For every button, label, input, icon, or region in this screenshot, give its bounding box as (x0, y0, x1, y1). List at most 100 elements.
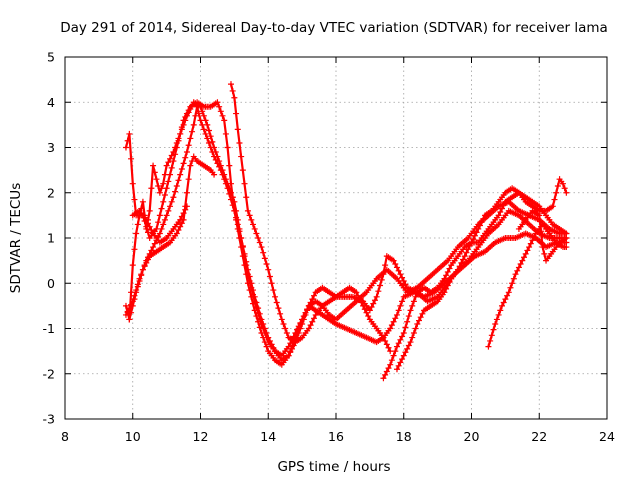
data-point (156, 212, 163, 219)
data-point (531, 233, 538, 240)
data-point (456, 263, 463, 270)
data-point (407, 307, 414, 314)
data-point (253, 313, 260, 320)
data-point (207, 144, 214, 151)
x-tick-label: 22 (531, 429, 547, 444)
data-point (150, 244, 157, 251)
data-point (211, 171, 218, 178)
data-point (234, 126, 241, 133)
data-point (270, 287, 277, 294)
data-point (502, 296, 509, 303)
data-point (258, 330, 265, 337)
data-point (183, 189, 190, 196)
data-point (226, 190, 233, 197)
data-point (268, 280, 275, 287)
data-point (517, 261, 524, 268)
data-point (144, 220, 151, 227)
data-point (189, 158, 196, 165)
x-axis-label: GPS time / hours (277, 459, 390, 475)
data-point (373, 293, 380, 300)
data-point (378, 276, 385, 283)
data-point (214, 160, 221, 167)
data-point (390, 318, 397, 325)
data-point (529, 237, 536, 244)
data-point (163, 185, 170, 192)
data-point (205, 139, 212, 146)
data-point (300, 313, 307, 320)
data-point (134, 283, 141, 290)
data-point (222, 130, 229, 137)
data-point (187, 106, 194, 113)
data-point (138, 272, 145, 279)
data-point (124, 137, 131, 144)
data-point (141, 263, 148, 270)
data-point (163, 162, 170, 169)
data-point (410, 330, 417, 337)
data-point (189, 102, 196, 109)
data-point (392, 261, 399, 268)
data-point (444, 282, 451, 289)
chart-title: Day 291 of 2014, Sidereal Day-to-day VTE… (60, 20, 608, 36)
data-point (172, 144, 179, 151)
data-point (261, 339, 268, 346)
data-point (388, 357, 395, 364)
data-point (221, 117, 228, 124)
data-point (358, 299, 365, 306)
data-point (539, 244, 546, 251)
data-point (248, 216, 255, 223)
data-point (417, 314, 424, 321)
series-track-5 (129, 203, 190, 246)
data-point (490, 326, 497, 333)
data-point (219, 112, 226, 119)
data-point (510, 275, 517, 282)
data-point (133, 230, 140, 237)
data-point (272, 293, 279, 300)
data-point (392, 315, 399, 322)
data-point (395, 267, 402, 274)
data-point (382, 262, 389, 269)
x-tick-label: 16 (328, 429, 344, 444)
data-point (172, 188, 179, 195)
data-point (165, 159, 172, 166)
data-point (461, 253, 468, 260)
data-point (156, 189, 163, 196)
data-point (397, 302, 404, 309)
series-line (124, 101, 568, 362)
data-point (444, 268, 451, 275)
data-point (243, 271, 250, 278)
data-point (182, 117, 189, 124)
data-point (415, 317, 422, 324)
data-point (180, 210, 187, 217)
data-point (524, 247, 531, 254)
data-point (163, 212, 170, 219)
data-point (256, 324, 263, 331)
data-point (158, 225, 165, 232)
data-point (410, 298, 417, 305)
data-point (202, 130, 209, 137)
data-point (168, 164, 175, 171)
data-point (387, 325, 394, 332)
data-point (238, 244, 245, 251)
data-point (128, 289, 135, 296)
data-point (250, 300, 257, 307)
y-tick-label: -2 (43, 366, 55, 381)
data-point (492, 320, 499, 327)
data-point (167, 171, 174, 178)
data-point (387, 361, 394, 368)
data-point (128, 155, 135, 162)
series-track-9 (485, 221, 570, 350)
data-point (463, 249, 470, 256)
data-point (199, 108, 206, 115)
data-point (377, 282, 384, 289)
data-point (180, 160, 187, 167)
data-point (497, 307, 504, 314)
data-point (393, 366, 400, 373)
data-point (244, 280, 251, 287)
data-point (124, 308, 131, 315)
data-point (185, 109, 192, 116)
data-point (553, 189, 560, 196)
data-point (227, 81, 234, 88)
series-track-8 (393, 176, 570, 373)
data-point (310, 315, 317, 322)
y-tick-label: 1 (47, 231, 55, 246)
